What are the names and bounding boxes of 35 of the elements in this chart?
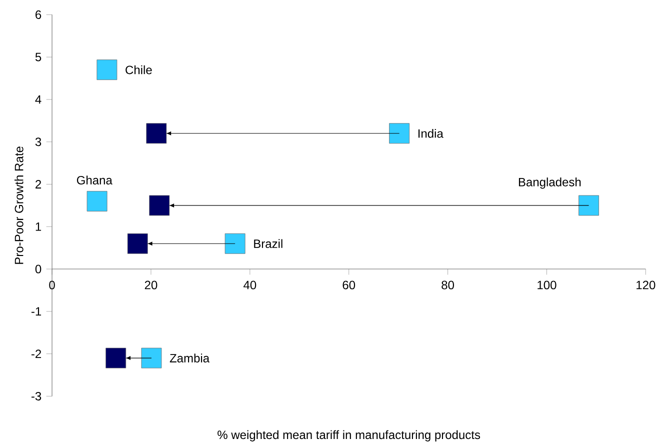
point <box>389 123 410 144</box>
annotation: Brazil <box>254 239 282 248</box>
x-tick-label: 100 <box>538 280 556 290</box>
point <box>141 348 162 368</box>
point <box>127 233 148 254</box>
point <box>146 123 167 144</box>
x-axis-title: % weighted mean tariff in manufacturing products <box>218 430 480 442</box>
y-tick-label: 4 <box>35 95 42 104</box>
x-tick-label: 40 <box>244 280 256 290</box>
annotation: Chile <box>126 65 152 74</box>
annotation: India <box>418 129 444 138</box>
x-tick-label: 80 <box>442 280 454 290</box>
x-tick-label: 60 <box>342 280 356 290</box>
x-tick-label: 20 <box>144 280 158 290</box>
point <box>96 60 118 80</box>
point <box>149 195 170 216</box>
y-tick-label: -2 <box>31 350 42 358</box>
y-tick-label: 0 <box>35 264 42 274</box>
y-tick-label: 1 <box>36 222 42 231</box>
y-tick-label: 2 <box>36 180 42 188</box>
point <box>106 348 126 368</box>
y-tick-label: 5 <box>35 52 42 62</box>
annotation: Bangladesh <box>518 178 581 189</box>
y-axis-title: Pro-Poor Growth Rate <box>14 146 24 264</box>
point <box>578 195 599 216</box>
annotation: Zambia <box>170 354 210 363</box>
point <box>224 233 246 254</box>
x-tick-label: 120 <box>636 280 656 290</box>
y-tick-label: 3 <box>35 138 42 146</box>
y-tick-label: -1 <box>31 307 42 316</box>
point <box>86 191 108 212</box>
y-tick-label: 6 <box>36 10 42 19</box>
x-tick-label: 0 <box>49 280 55 290</box>
annotation: Ghana <box>76 176 112 185</box>
y-tick-label: -3 <box>31 392 42 401</box>
